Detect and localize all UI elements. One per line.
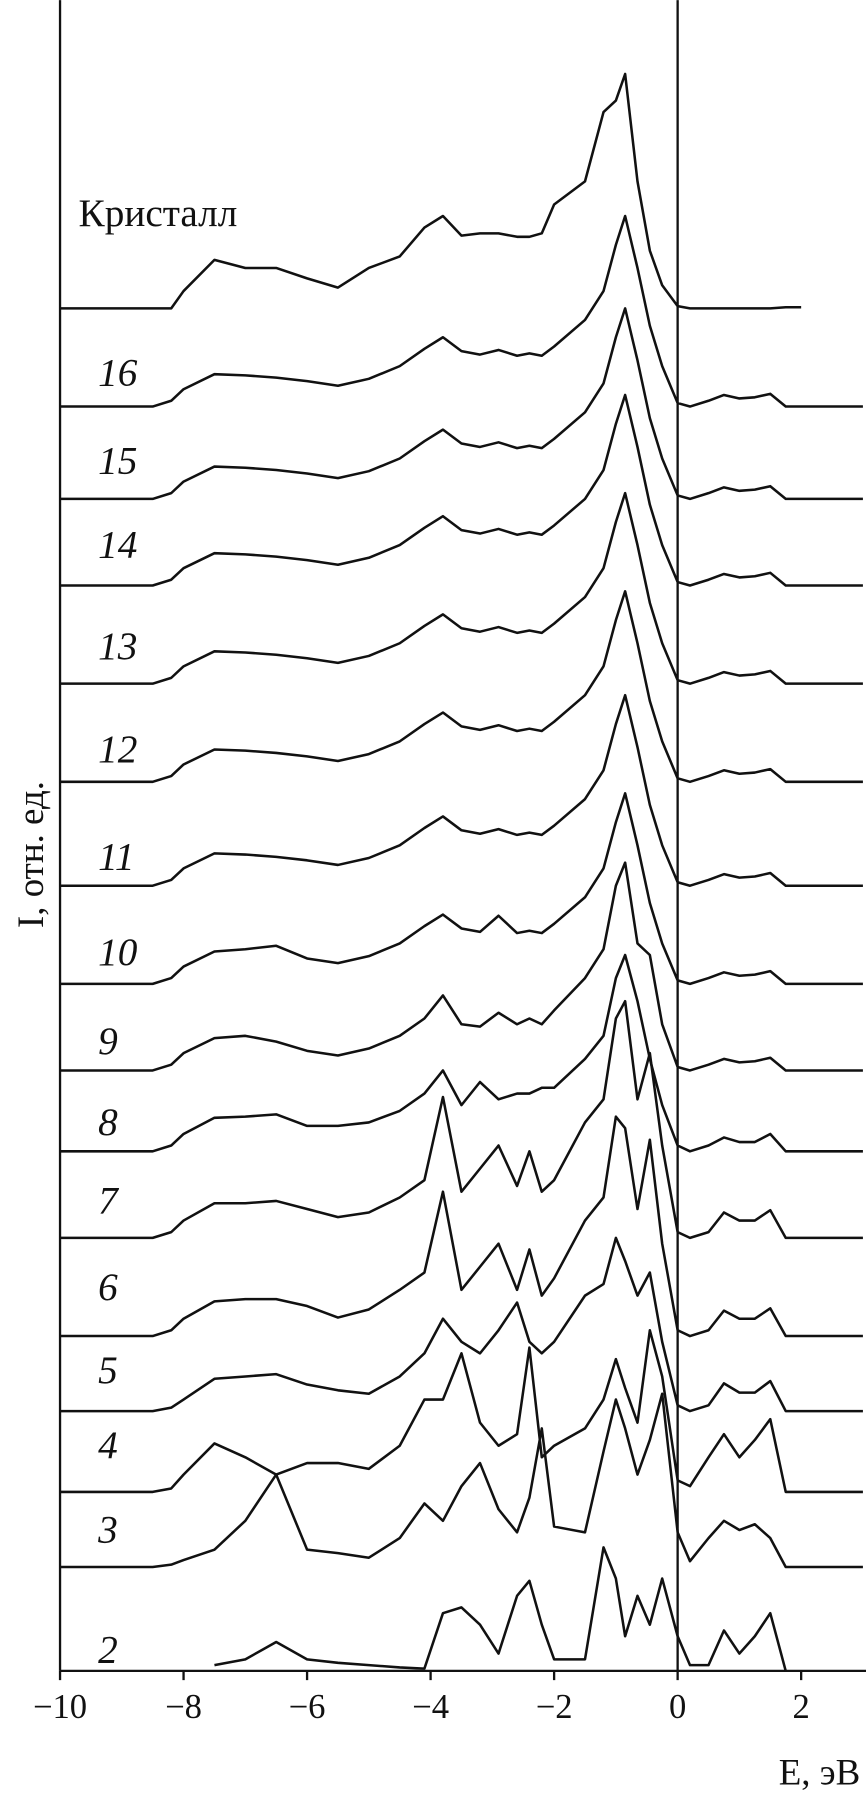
- series-label: 2: [98, 1629, 118, 1672]
- spectrum-line: [60, 1328, 863, 1494]
- series-label: Кристалл: [79, 192, 238, 235]
- x-tick-label: −10: [33, 1688, 87, 1726]
- x-tick-label: −4: [412, 1688, 449, 1726]
- series-label: 6: [98, 1266, 118, 1309]
- x-tick-label: −6: [289, 1688, 326, 1726]
- x-tick-label: 0: [669, 1688, 686, 1726]
- spectrum-line: [60, 214, 863, 408]
- spectrum-line: [60, 693, 863, 887]
- series-label: 12: [98, 728, 137, 771]
- series-label: 8: [98, 1101, 118, 1144]
- series-label: 5: [98, 1349, 118, 1392]
- series-label: 10: [98, 931, 138, 974]
- series-label: 16: [98, 352, 138, 395]
- spectrum-line: [60, 792, 863, 986]
- series-label: 15: [98, 439, 137, 482]
- x-tick-label: −8: [165, 1688, 202, 1726]
- spectrum-line: [60, 491, 863, 685]
- spectrum-line: [60, 861, 863, 1072]
- spectrum-line: [60, 72, 802, 310]
- spectrum-line: [214, 1546, 787, 1672]
- series-label: 9: [98, 1020, 118, 1063]
- series-label: 4: [98, 1424, 118, 1467]
- x-axis-label: E, эВ: [779, 1751, 861, 1792]
- series-label: 11: [98, 835, 134, 878]
- spectrum-line: [60, 999, 863, 1240]
- x-tick-label: −2: [536, 1688, 573, 1726]
- spectrum-line: [60, 1392, 863, 1569]
- spectrum-line: [60, 953, 863, 1153]
- series-label: 7: [98, 1179, 119, 1222]
- series-label: 3: [97, 1508, 118, 1551]
- spectrum-line: [60, 307, 863, 501]
- series-label: 14: [98, 524, 137, 567]
- spectrum-line: [60, 590, 863, 784]
- y-axis-label: I, отн. ед.: [10, 781, 51, 928]
- x-tick-label: 2: [792, 1688, 809, 1726]
- series-label: 13: [98, 625, 137, 668]
- spectrum-line: [60, 1115, 863, 1338]
- spectrum-line: [60, 1236, 863, 1413]
- spectrum-line: [60, 393, 863, 587]
